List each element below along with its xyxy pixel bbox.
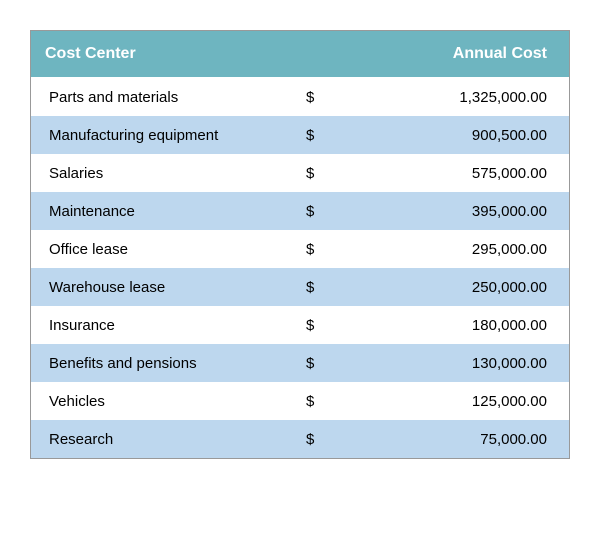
table-row: Manufacturing equipment$900,500.00 bbox=[31, 116, 569, 154]
annual-cost-value: 75,000.00 bbox=[343, 420, 569, 458]
annual-cost-value: 180,000.00 bbox=[343, 306, 569, 344]
cost-center-label: Manufacturing equipment bbox=[31, 116, 300, 154]
currency-symbol: $ bbox=[300, 116, 343, 154]
cost-center-label: Maintenance bbox=[31, 192, 300, 230]
annual-cost-value: 130,000.00 bbox=[343, 344, 569, 382]
currency-symbol: $ bbox=[300, 382, 343, 420]
cost-center-label: Warehouse lease bbox=[31, 268, 300, 306]
table-header: Cost Center Annual Cost bbox=[31, 31, 569, 78]
cost-center-label: Vehicles bbox=[31, 382, 300, 420]
column-header-cost-center: Cost Center bbox=[31, 31, 300, 78]
table-row: Salaries$575,000.00 bbox=[31, 154, 569, 192]
annual-cost-value: 295,000.00 bbox=[343, 230, 569, 268]
table-row: Parts and materials$1,325,000.00 bbox=[31, 78, 569, 116]
currency-symbol: $ bbox=[300, 268, 343, 306]
currency-symbol: $ bbox=[300, 230, 343, 268]
cost-center-label: Parts and materials bbox=[31, 78, 300, 116]
table-row: Insurance$180,000.00 bbox=[31, 306, 569, 344]
cost-center-label: Office lease bbox=[31, 230, 300, 268]
table-row: Office lease$295,000.00 bbox=[31, 230, 569, 268]
annual-cost-value: 1,325,000.00 bbox=[343, 78, 569, 116]
table-header-row: Cost Center Annual Cost bbox=[31, 31, 569, 78]
table-row: Warehouse lease$250,000.00 bbox=[31, 268, 569, 306]
currency-symbol: $ bbox=[300, 344, 343, 382]
cost-center-table-wrapper: Cost Center Annual Cost Parts and materi… bbox=[30, 30, 570, 459]
annual-cost-value: 125,000.00 bbox=[343, 382, 569, 420]
cost-center-label: Salaries bbox=[31, 154, 300, 192]
annual-cost-value: 575,000.00 bbox=[343, 154, 569, 192]
annual-cost-value: 250,000.00 bbox=[343, 268, 569, 306]
annual-cost-value: 395,000.00 bbox=[343, 192, 569, 230]
cost-center-label: Benefits and pensions bbox=[31, 344, 300, 382]
currency-symbol: $ bbox=[300, 420, 343, 458]
cost-center-label: Insurance bbox=[31, 306, 300, 344]
table-row: Benefits and pensions$130,000.00 bbox=[31, 344, 569, 382]
table-body: Parts and materials$1,325,000.00Manufact… bbox=[31, 78, 569, 458]
table-row: Vehicles$125,000.00 bbox=[31, 382, 569, 420]
currency-symbol: $ bbox=[300, 154, 343, 192]
currency-symbol: $ bbox=[300, 306, 343, 344]
cost-center-table: Cost Center Annual Cost Parts and materi… bbox=[31, 31, 569, 458]
column-header-annual-cost: Annual Cost bbox=[300, 31, 569, 78]
currency-symbol: $ bbox=[300, 192, 343, 230]
annual-cost-value: 900,500.00 bbox=[343, 116, 569, 154]
table-row: Maintenance$395,000.00 bbox=[31, 192, 569, 230]
currency-symbol: $ bbox=[300, 78, 343, 116]
table-row: Research$75,000.00 bbox=[31, 420, 569, 458]
cost-center-label: Research bbox=[31, 420, 300, 458]
